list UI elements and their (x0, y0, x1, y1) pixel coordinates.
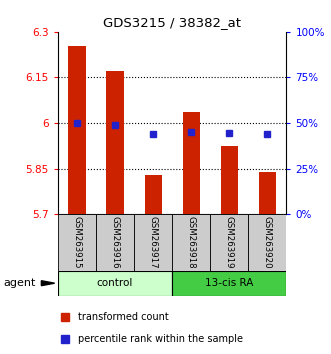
Bar (259, 172, 276, 214)
Bar (172, 271, 286, 296)
Text: GSM263919: GSM263919 (225, 216, 234, 269)
Text: agent: agent (3, 278, 36, 288)
Polygon shape (41, 281, 55, 286)
Bar (221, 146, 238, 214)
Bar (172, 214, 210, 271)
Bar (58, 214, 96, 271)
Bar (183, 112, 200, 214)
Bar (107, 72, 123, 214)
Text: GSM263917: GSM263917 (149, 216, 158, 269)
Bar (248, 214, 286, 271)
Bar (145, 175, 162, 214)
Bar (134, 214, 172, 271)
Text: percentile rank within the sample: percentile rank within the sample (78, 334, 244, 344)
Text: GDS3215 / 38382_at: GDS3215 / 38382_at (103, 16, 241, 29)
Bar (96, 214, 134, 271)
Text: 13-cis RA: 13-cis RA (205, 278, 254, 288)
Text: transformed count: transformed count (78, 312, 169, 322)
Bar (58, 271, 172, 296)
Bar (69, 46, 85, 214)
Text: control: control (97, 278, 133, 288)
Text: GSM263915: GSM263915 (72, 216, 81, 269)
Text: GSM263916: GSM263916 (111, 216, 119, 269)
Bar (210, 214, 248, 271)
Text: GSM263920: GSM263920 (263, 216, 272, 269)
Text: GSM263918: GSM263918 (187, 216, 196, 269)
